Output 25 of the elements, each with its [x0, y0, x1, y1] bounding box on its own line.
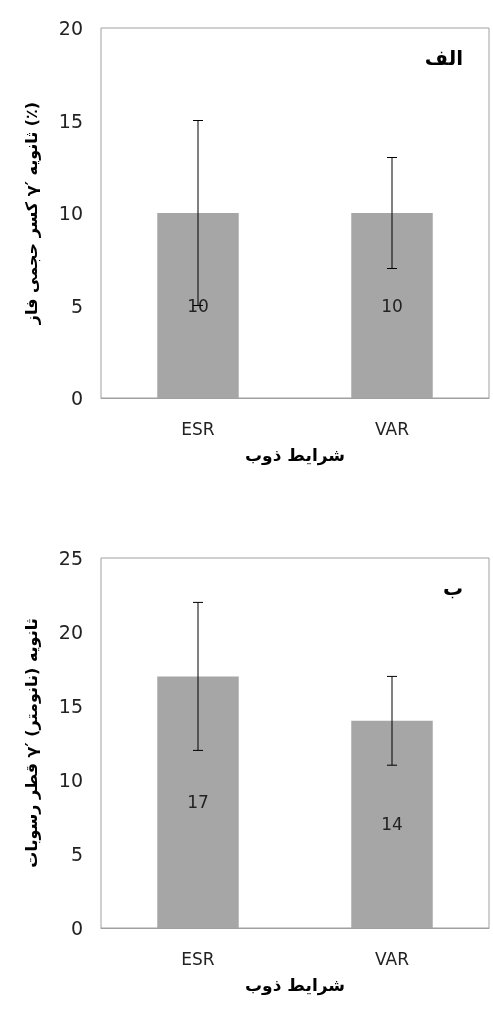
x-tick-label: ESR: [181, 418, 215, 439]
y-axis-title: کسر حجمی فاز γ′ ثانویه (٪): [21, 101, 41, 326]
x-tick-label: VAR: [375, 418, 410, 439]
annotation: الف: [424, 46, 463, 70]
y-tick-label: 10: [58, 202, 83, 224]
data-label: 10: [187, 295, 209, 316]
annotation: ب: [442, 576, 464, 600]
y-tick-label: 5: [70, 843, 83, 865]
y-tick-label: 5: [70, 294, 83, 317]
x-axis-title: شرایط ذوب: [245, 974, 345, 996]
data-label: 10: [381, 295, 403, 316]
y-tick-label: 20: [58, 621, 83, 643]
y-axis-title: قطر رسوبات γ′ ثانویه (نانومتر): [21, 618, 41, 868]
x-axis-title: شرایط ذوب: [245, 444, 345, 466]
y-tick-label: 25: [58, 547, 83, 569]
x-tick-label: VAR: [375, 948, 410, 969]
data-label: 17: [187, 792, 209, 813]
y-tick-label: 0: [70, 387, 83, 409]
x-tick-label: ESR: [181, 948, 215, 969]
y-tick-label: 0: [70, 917, 83, 939]
y-tick-label: 15: [58, 695, 83, 717]
y-tick-label: 10: [58, 769, 83, 791]
y-tick-label: 20: [58, 17, 83, 39]
data-label: 14: [381, 814, 403, 835]
y-tick-label: 15: [58, 109, 83, 132]
